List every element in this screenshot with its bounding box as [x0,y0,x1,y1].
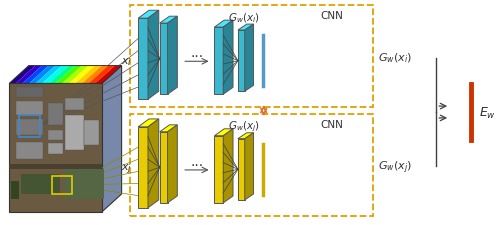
Polygon shape [36,66,62,84]
Polygon shape [223,129,233,203]
Polygon shape [42,66,68,84]
Polygon shape [9,165,102,169]
Polygon shape [214,28,223,95]
Polygon shape [138,119,158,127]
Polygon shape [65,169,104,199]
Text: $x_i$: $x_i$ [122,56,132,67]
Polygon shape [238,133,254,139]
Polygon shape [76,66,102,84]
Text: ...: ... [190,154,203,168]
Polygon shape [48,130,63,140]
Text: $G_w(x_i)$: $G_w(x_i)$ [228,11,260,25]
Polygon shape [138,19,148,100]
Polygon shape [21,174,60,194]
Text: $G_w(x_j)$: $G_w(x_j)$ [228,119,260,134]
Polygon shape [160,132,168,203]
Polygon shape [16,66,42,84]
Polygon shape [168,17,177,95]
Polygon shape [138,127,148,208]
Polygon shape [65,115,84,150]
Text: $E_w$: $E_w$ [480,105,496,120]
Polygon shape [160,125,178,132]
Polygon shape [214,136,223,203]
Polygon shape [160,24,168,95]
Text: CNN: CNN [320,119,343,129]
Polygon shape [89,66,115,84]
Polygon shape [22,66,48,84]
Polygon shape [48,143,63,155]
Polygon shape [56,66,82,84]
Polygon shape [223,21,233,95]
Polygon shape [214,21,233,28]
Polygon shape [48,104,63,125]
Polygon shape [49,66,75,84]
Text: $x_j$: $x_j$ [122,162,132,177]
Polygon shape [11,181,19,199]
Polygon shape [16,142,44,160]
Polygon shape [9,84,102,212]
Polygon shape [16,102,44,115]
Polygon shape [9,66,36,84]
Text: CNN: CNN [320,11,343,21]
Polygon shape [148,119,158,208]
Polygon shape [245,25,254,92]
Polygon shape [65,99,84,110]
Polygon shape [245,133,254,200]
Polygon shape [160,17,178,24]
Polygon shape [82,66,108,84]
Polygon shape [238,25,254,31]
Polygon shape [102,66,122,212]
Polygon shape [69,66,95,84]
Polygon shape [16,119,44,135]
Polygon shape [238,31,245,92]
Polygon shape [214,129,233,136]
Text: ...: ... [190,46,203,60]
Polygon shape [29,66,56,84]
Text: $G_w(x_i)$: $G_w(x_i)$ [378,52,412,65]
Polygon shape [238,139,245,200]
Polygon shape [138,11,158,19]
Polygon shape [148,11,158,100]
Polygon shape [62,66,88,84]
Polygon shape [168,125,177,203]
Polygon shape [84,120,99,145]
Polygon shape [16,88,44,98]
Polygon shape [96,66,122,84]
Text: $G_w(x_j)$: $G_w(x_j)$ [378,158,412,175]
